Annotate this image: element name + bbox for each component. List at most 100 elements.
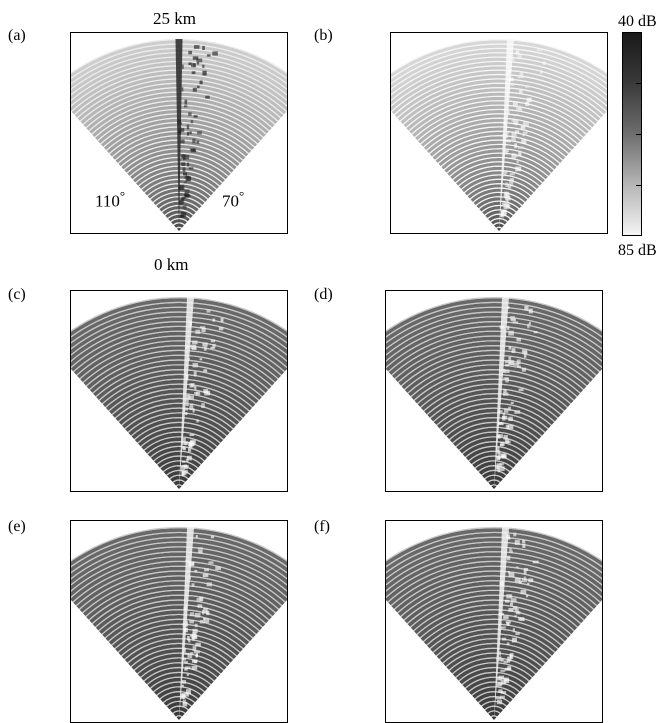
speckle — [500, 453, 507, 459]
speckle — [195, 642, 201, 647]
speckle — [512, 628, 515, 633]
range-ring — [416, 373, 572, 405]
speckle — [201, 403, 205, 409]
speckle — [184, 350, 188, 354]
range-ring — [455, 662, 533, 678]
speckle — [178, 130, 182, 134]
range-band — [71, 537, 287, 578]
range-band — [141, 432, 217, 450]
range-ring — [411, 100, 587, 135]
speckle — [183, 627, 188, 633]
range-band — [488, 711, 500, 717]
range-band — [71, 298, 287, 337]
range-ring — [134, 421, 224, 440]
range-band — [144, 179, 214, 196]
speckle — [505, 71, 511, 74]
range-band — [468, 682, 520, 695]
speckle — [514, 130, 520, 134]
range-ring — [461, 174, 537, 190]
speckle — [499, 462, 504, 466]
range-band — [453, 162, 545, 183]
range-ring — [423, 117, 575, 148]
speckle — [192, 362, 198, 368]
speckle — [507, 184, 512, 189]
range-ring — [386, 531, 602, 568]
range-band — [115, 394, 243, 422]
speckle — [182, 470, 189, 474]
range-ring — [386, 536, 602, 574]
range-band — [400, 83, 598, 124]
range-ring — [126, 152, 232, 174]
range-ring — [410, 364, 578, 398]
speckle — [523, 351, 528, 355]
range-band — [461, 175, 537, 193]
range-ring — [490, 217, 508, 223]
range-ring — [439, 637, 549, 660]
range-ring — [95, 594, 263, 628]
speckle — [180, 87, 184, 92]
range-band — [71, 53, 287, 94]
speckle — [185, 458, 189, 463]
speckle — [184, 692, 190, 697]
range-band — [147, 672, 211, 688]
speckle — [188, 638, 191, 643]
speckle — [502, 637, 507, 641]
speckle — [190, 344, 197, 349]
range-ring — [416, 604, 572, 635]
range-band — [71, 542, 287, 584]
speckle — [515, 611, 521, 615]
speckle — [178, 139, 185, 144]
speckle — [524, 305, 529, 311]
range-ring — [390, 565, 598, 607]
range-band — [141, 175, 217, 193]
speckle — [201, 327, 206, 333]
range-ring — [468, 450, 520, 462]
range-ring — [175, 715, 183, 718]
range-ring — [105, 378, 253, 408]
range-band — [71, 317, 287, 361]
speckle — [528, 321, 531, 325]
speckle — [503, 435, 508, 440]
range-ring — [117, 397, 241, 423]
speckle — [500, 691, 507, 694]
speckle — [181, 680, 187, 684]
panel-d-svg — [386, 297, 602, 489]
speckle — [210, 346, 215, 349]
range-band — [136, 166, 222, 186]
speckle — [183, 154, 190, 160]
range-ring — [111, 388, 247, 415]
range-band — [386, 542, 602, 584]
range-ring — [121, 402, 237, 426]
range-band — [386, 303, 602, 343]
speckle — [507, 110, 510, 116]
range-band — [411, 365, 577, 400]
range-ring — [164, 209, 194, 216]
speckle — [195, 535, 198, 538]
speckle — [198, 549, 203, 554]
range-band — [73, 561, 285, 606]
speckle — [505, 363, 509, 367]
range-ring — [162, 695, 196, 703]
speckle — [199, 358, 203, 361]
speckle — [185, 412, 188, 416]
range-ring — [403, 584, 585, 621]
range-ring — [129, 156, 229, 177]
speckle — [505, 440, 511, 444]
range-ring — [143, 666, 215, 682]
speckle — [202, 70, 207, 76]
range-band — [415, 105, 583, 141]
speckle — [178, 187, 183, 190]
range-band — [71, 327, 287, 372]
speckle — [505, 425, 510, 429]
range-band — [435, 136, 563, 163]
speckle — [185, 374, 189, 380]
range-band — [394, 75, 604, 118]
range-ring — [445, 647, 543, 668]
speckle — [212, 318, 216, 322]
range-band — [71, 40, 287, 78]
speckle — [496, 656, 502, 662]
range-ring — [108, 383, 250, 412]
panel-label-f: (f) — [314, 518, 330, 535]
range-ring — [431, 130, 567, 158]
range-ring — [386, 301, 602, 338]
